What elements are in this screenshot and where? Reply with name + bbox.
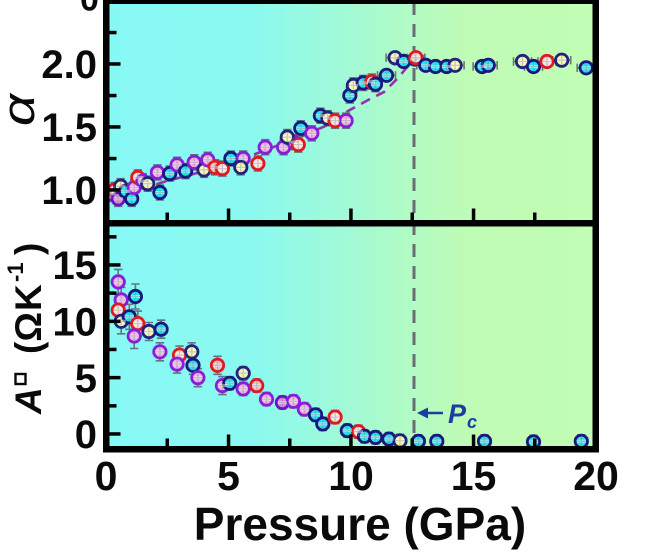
svg-text:α: α <box>0 92 44 126</box>
svg-text:15: 15 <box>451 453 497 499</box>
svg-text:15: 15 <box>53 244 98 288</box>
svg-text:0: 0 <box>95 453 118 499</box>
svg-text:0: 0 <box>80 0 99 19</box>
svg-text:10: 10 <box>53 301 98 345</box>
svg-text:Pressure (GPa): Pressure (GPa) <box>194 498 526 550</box>
svg-text:2.0: 2.0 <box>41 43 97 87</box>
svg-text:10: 10 <box>328 453 374 499</box>
svg-text:20: 20 <box>573 453 619 499</box>
svg-text:): ) <box>8 243 49 255</box>
svg-text:1.5: 1.5 <box>41 106 97 150</box>
svg-text:(Ω: (Ω <box>8 312 49 354</box>
svg-text:0: 0 <box>75 413 97 457</box>
svg-text:5: 5 <box>217 453 240 499</box>
svg-text:5: 5 <box>75 357 97 401</box>
svg-text:A: A <box>8 387 49 415</box>
svg-text:-1: -1 <box>3 262 28 282</box>
svg-text:K: K <box>8 284 49 311</box>
svg-text:P: P <box>448 399 467 429</box>
svg-text:1.0: 1.0 <box>41 169 97 213</box>
svg-text:c: c <box>467 412 477 432</box>
